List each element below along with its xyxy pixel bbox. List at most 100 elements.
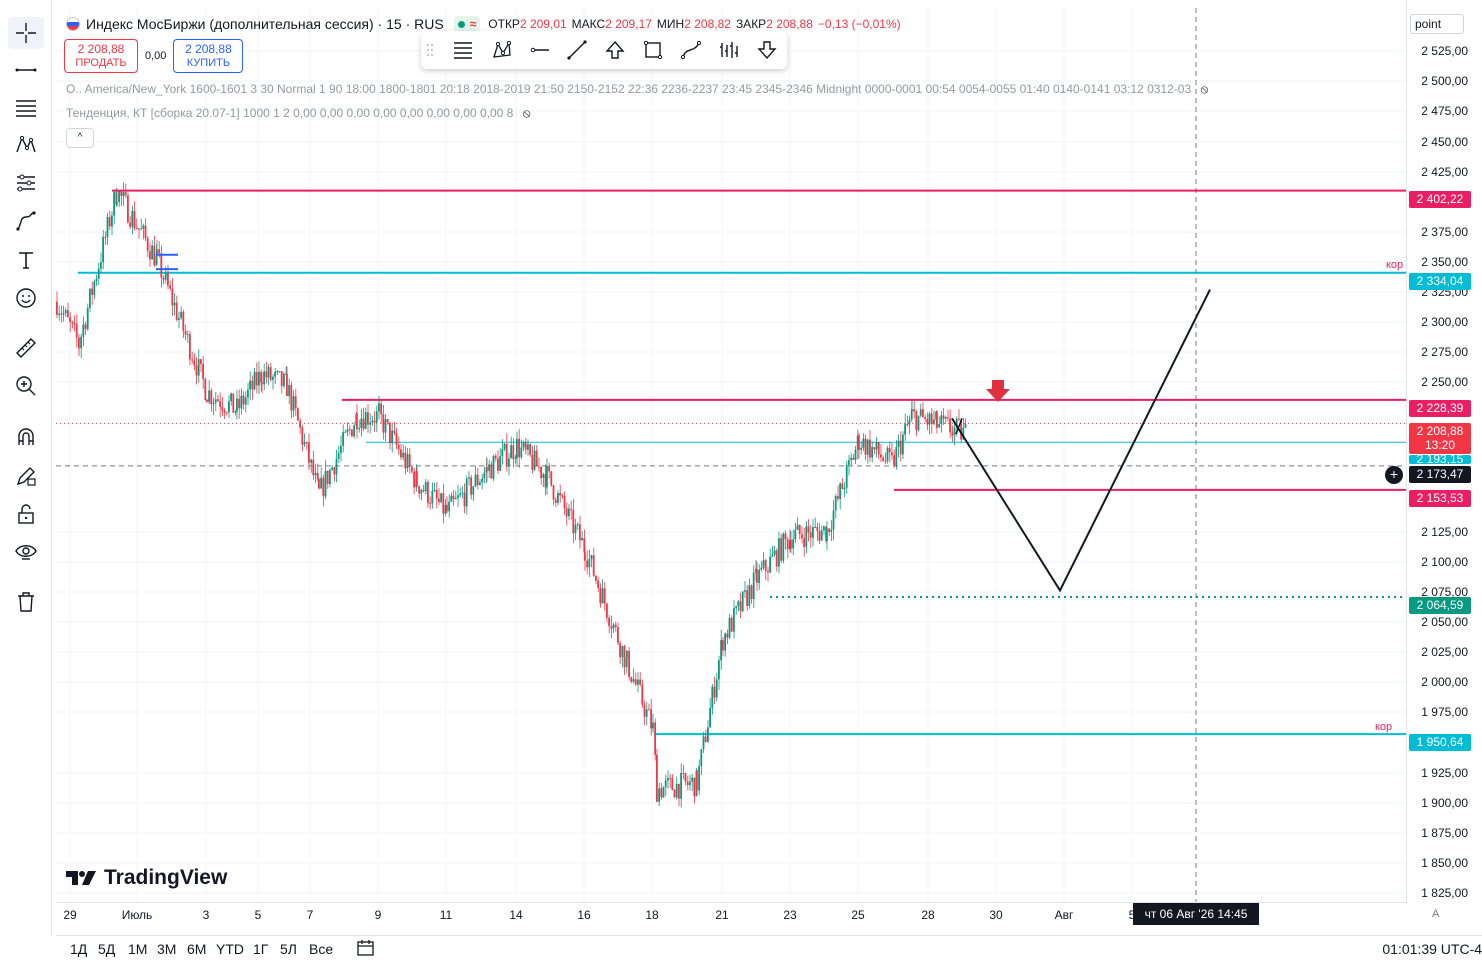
path-tool-icon[interactable]	[678, 38, 704, 62]
candle-body	[603, 588, 606, 604]
rectangle-tool-icon[interactable]	[640, 38, 666, 62]
hidden-eye-icon[interactable]: ⦸	[1200, 82, 1209, 96]
candle-body	[440, 493, 442, 503]
tradingview-logo: TradingView	[66, 866, 227, 890]
candle-body	[744, 590, 746, 592]
time-tick: 7	[306, 908, 314, 922]
candle-body	[570, 508, 572, 510]
candle-body	[572, 509, 575, 534]
candle-body	[773, 550, 776, 555]
market-status-badge[interactable]: ≈	[453, 16, 481, 32]
candle-body	[424, 481, 427, 492]
candle-body	[120, 191, 123, 197]
range-button[interactable]: 1Д	[70, 941, 88, 957]
candle-body	[184, 330, 187, 335]
xabcd-pattern-icon[interactable]	[489, 38, 515, 62]
candle-body	[448, 501, 450, 512]
utc-clock[interactable]: 01:01:39 UTC-4	[1382, 941, 1482, 957]
axis-mode-selector[interactable]: point	[1410, 14, 1464, 34]
candle-body	[947, 417, 949, 419]
candle-body	[360, 418, 363, 429]
range-button[interactable]: 5Д	[98, 941, 116, 957]
range-button[interactable]: 1М	[128, 941, 148, 957]
brush-icon[interactable]	[8, 205, 44, 237]
candle-body	[242, 395, 245, 405]
candle-body	[505, 443, 508, 467]
drawing-mode-icon[interactable]	[8, 460, 44, 492]
range-button[interactable]: 1Г	[253, 941, 269, 957]
overlay	[156, 253, 1211, 593]
drag-handle-icon[interactable]	[425, 38, 435, 62]
price-axis[interactable]: 2 525,00 2 500,00 2 475,00 2 450,00 2 425,00…	[1406, 0, 1482, 905]
zoom-in-icon[interactable]	[8, 370, 44, 402]
sell-button[interactable]: 2 208,88 ПРОДАТЬ	[64, 39, 138, 73]
horizontal-ray-icon[interactable]	[527, 38, 553, 62]
candle-body	[748, 585, 751, 606]
fib-tool-icon[interactable]	[450, 38, 476, 62]
price-chart[interactable]	[56, 8, 1406, 902]
pattern-icon[interactable]	[8, 129, 44, 161]
emoji-icon[interactable]	[8, 282, 44, 314]
candle-body	[116, 202, 118, 205]
range-button[interactable]: YTD	[216, 941, 244, 957]
candle-body	[494, 455, 497, 459]
candle-body	[715, 679, 718, 698]
bars-pattern-icon[interactable]	[716, 38, 742, 62]
arrow-up-tool-icon[interactable]	[602, 38, 628, 62]
collapse-legend-button[interactable]: ^	[66, 128, 94, 148]
text-icon[interactable]	[8, 244, 44, 276]
candle-body	[82, 324, 85, 337]
time-axis[interactable]: 29 Июль 3 5 7 9 11 14 16 18 21 23 25 28 30 Авг 5	[56, 902, 1406, 926]
range-button[interactable]: 3М	[157, 941, 177, 957]
add-alert-icon[interactable]: +	[1385, 466, 1403, 484]
date-range-calendar-icon[interactable]	[356, 939, 376, 957]
candle-body	[673, 789, 676, 798]
candle-body	[693, 777, 696, 797]
candle-body	[852, 457, 855, 460]
price-tick: 2 300,00	[1421, 315, 1468, 329]
candle-body	[333, 467, 336, 475]
range-button[interactable]: 5Л	[280, 941, 297, 957]
candle-body	[62, 313, 65, 315]
candle-body	[888, 448, 891, 453]
candle-body	[864, 438, 867, 455]
candle-body	[942, 415, 945, 419]
hidden-eye-icon[interactable]: ⦸	[522, 106, 531, 120]
candle-body	[384, 419, 387, 433]
range-button[interactable]: 6М	[187, 941, 207, 957]
change-value: −0,13 (−0,01%)	[817, 17, 901, 31]
sessions-indicator-legend[interactable]: O.. America/New_York 1600-1601 3 30 Norm…	[66, 82, 1209, 96]
candle-body	[818, 530, 821, 541]
candle-body	[499, 456, 501, 471]
crosshair-icon[interactable]	[8, 17, 44, 49]
trend-line-icon[interactable]	[8, 54, 44, 86]
trash-icon[interactable]	[8, 586, 44, 618]
lock-icon[interactable]	[8, 498, 44, 530]
candle-body	[214, 399, 217, 403]
candle-body	[767, 570, 769, 573]
price-tick: 2 025,00	[1421, 645, 1468, 659]
time-tick: 5	[254, 908, 262, 922]
candle-body	[860, 447, 862, 450]
arrow-down-tool-icon[interactable]	[754, 38, 780, 62]
eye-icon[interactable]	[8, 535, 44, 567]
magnet-icon[interactable]	[8, 421, 44, 453]
fib-retracement-icon[interactable]	[8, 92, 44, 124]
tradingview-logo-icon	[66, 871, 96, 885]
forecast-icon[interactable]	[8, 167, 44, 199]
candle-body	[151, 245, 153, 260]
trend-line-tool-icon[interactable]	[564, 38, 590, 62]
candle-body	[711, 686, 714, 708]
candle-body	[142, 225, 145, 229]
range-button[interactable]: Все	[309, 941, 334, 957]
candle-body	[834, 496, 837, 511]
chart-area[interactable]	[56, 8, 1406, 902]
candle-body	[75, 324, 78, 338]
time-tick: 29	[63, 908, 77, 922]
ruler-icon[interactable]	[8, 332, 44, 364]
auto-scale-button[interactable]: A	[1432, 908, 1440, 920]
candle-body	[680, 772, 682, 799]
trend-indicator-legend[interactable]: Тенденция, КТ [сборка 20.07-1] 1000 1 2 …	[66, 106, 531, 120]
symbol-title[interactable]: Индекс МосБиржи (дополнительная сессия) …	[86, 16, 444, 32]
buy-button[interactable]: 2 208,88 КУПИТЬ	[173, 39, 244, 73]
